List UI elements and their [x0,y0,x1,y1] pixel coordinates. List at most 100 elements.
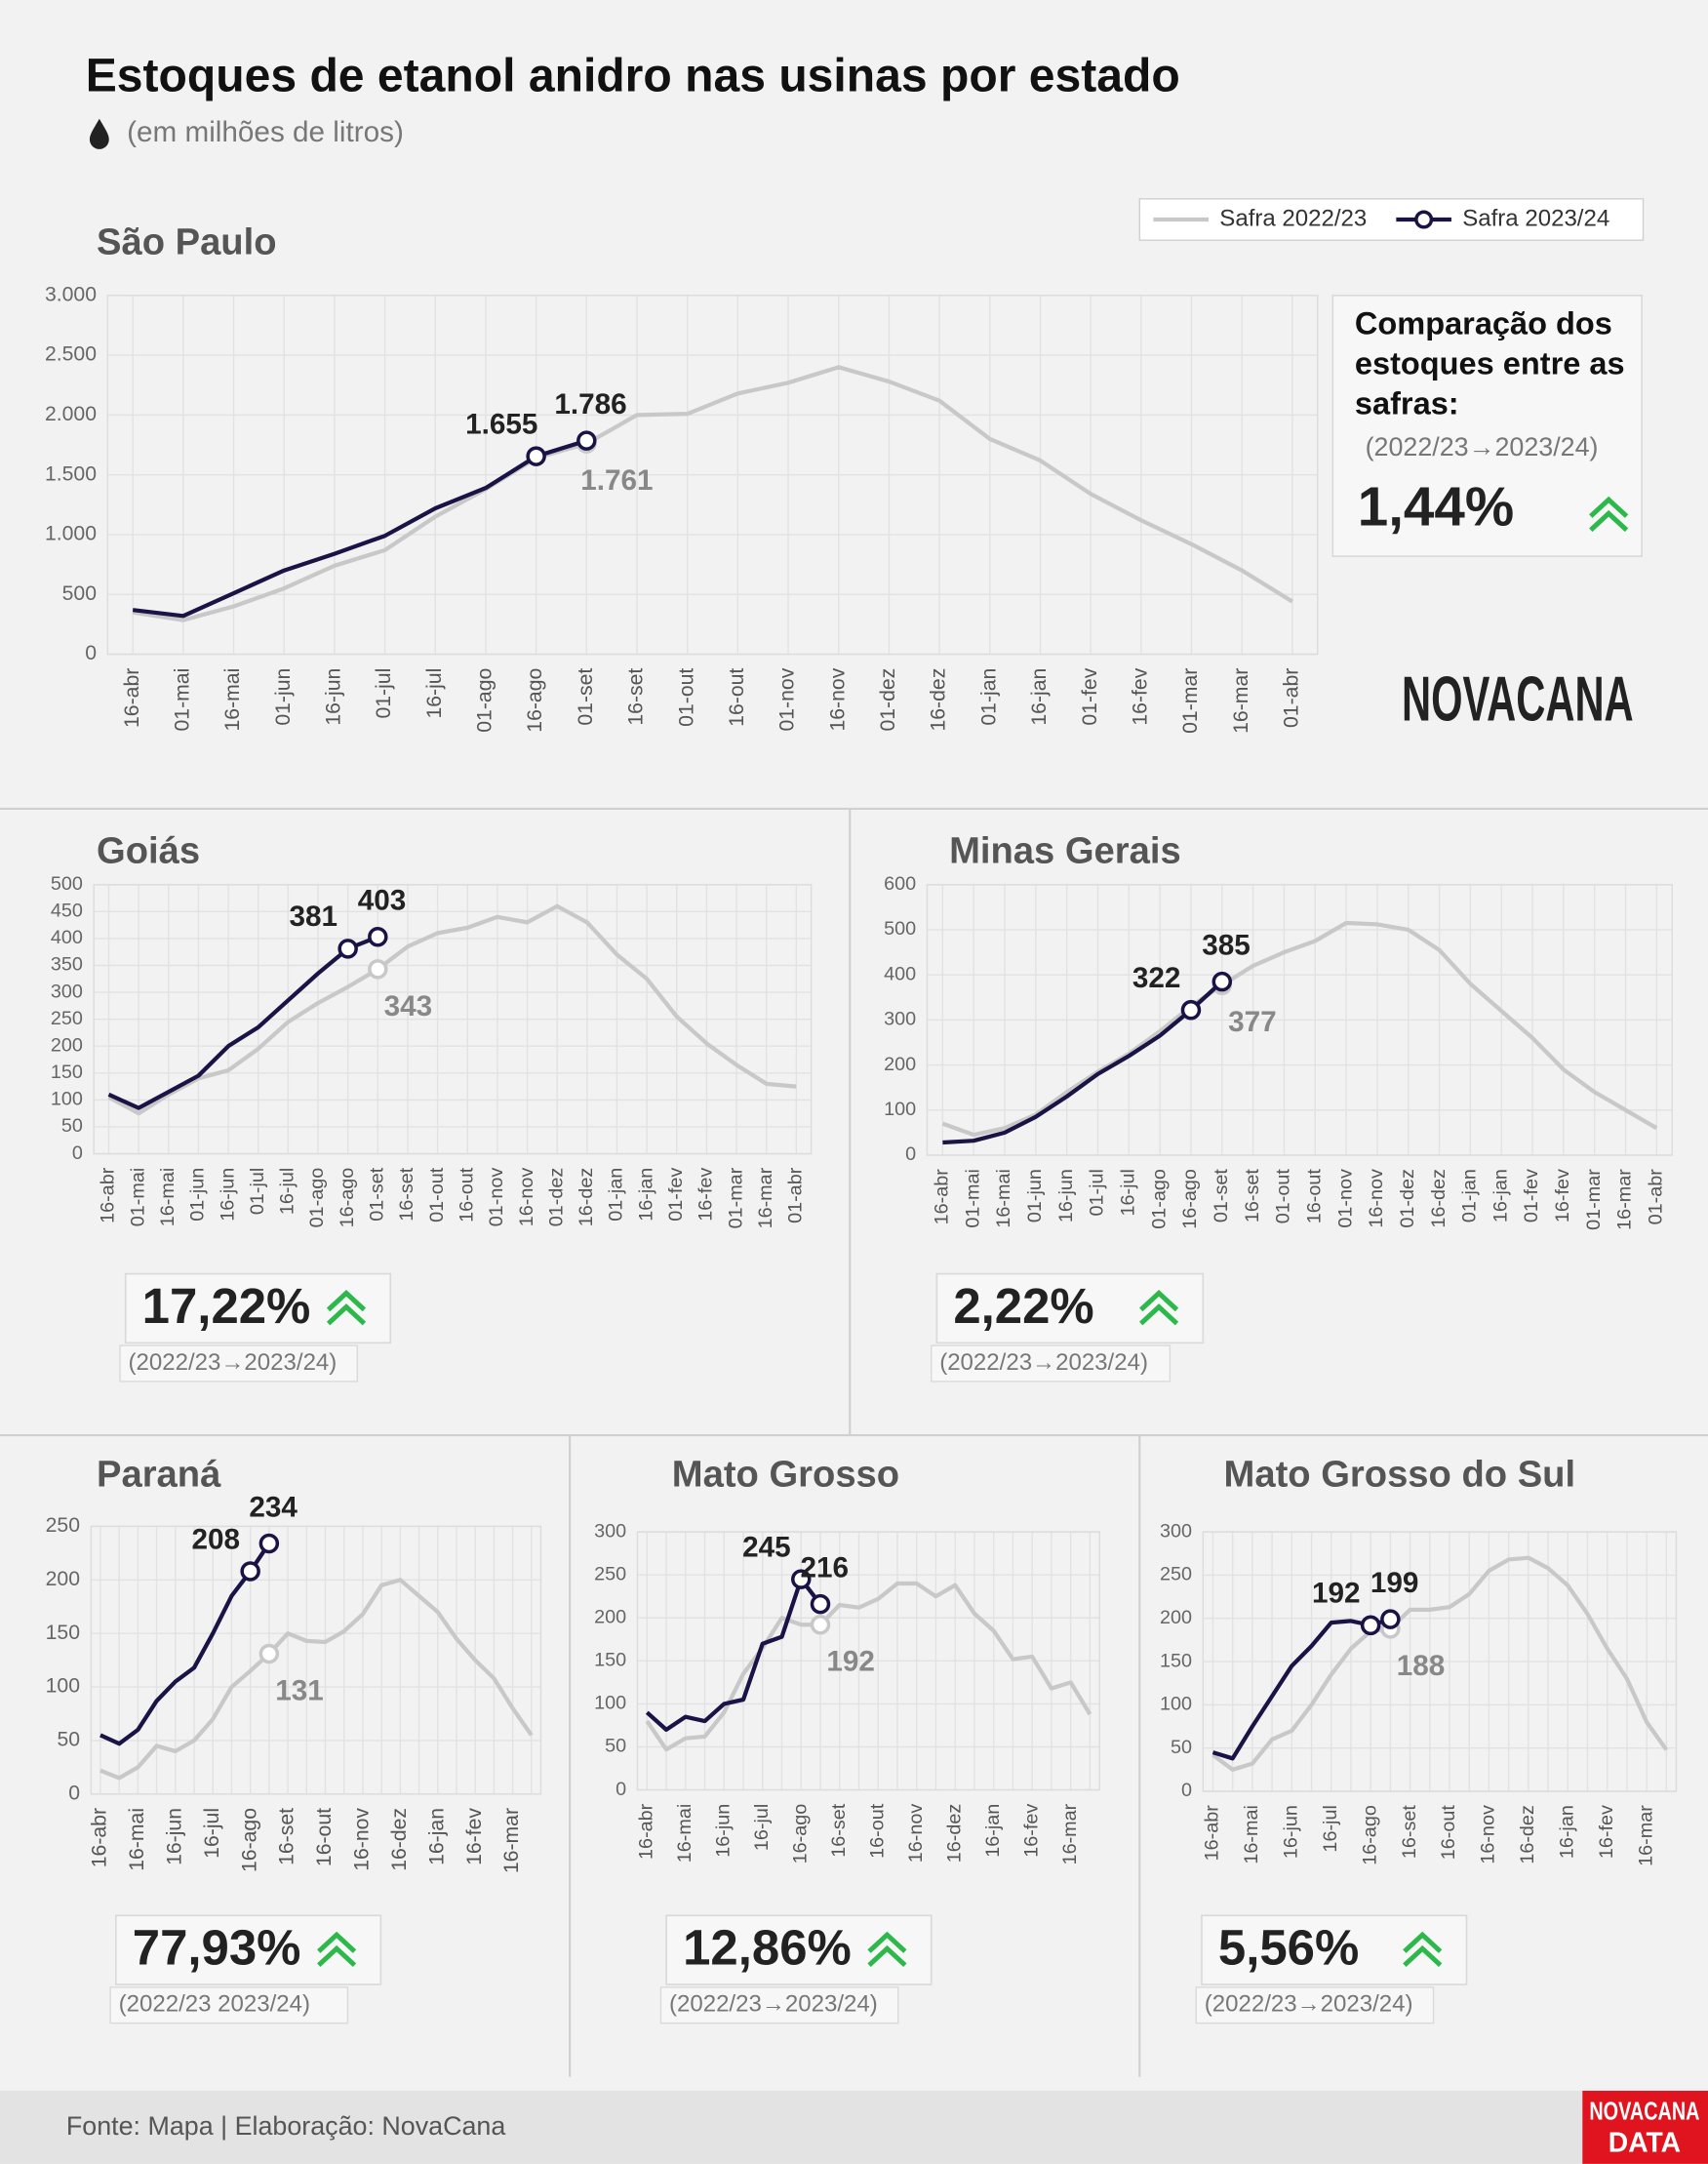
data-label: 192 [1312,1578,1361,1610]
y-tick-label: 150 [594,1650,626,1671]
x-tick-label: 01-jul [247,1168,268,1215]
logo: NOVACANA [1402,663,1634,735]
plot-frame [90,1525,542,1795]
y-tick-label: 50 [57,1729,80,1751]
comparison-period: (2022/23→2023/24) [1205,1991,1413,2018]
x-tick-label: 01-mai [127,1168,148,1227]
x-tick-label: 01-dez [1397,1169,1418,1228]
x-tick-label: 16-mar [1059,1803,1081,1864]
comparison-note-text: Comparação dos estoques entre as safras: [1354,304,1625,421]
y-tick-label: 150 [1160,1650,1192,1671]
chart-title: Paraná [97,1454,221,1496]
x-tick-label: 16-jan [1490,1169,1511,1222]
x-tick-label: 16-out [456,1167,477,1222]
x-tick-label: 16-jun [713,1804,735,1858]
y-tick-label: 3.000 [45,283,97,305]
y-tick-label: 500 [884,918,916,940]
x-tick-label: 01-jun [272,668,295,726]
legend-label: Safra 2022/23 [1219,205,1367,231]
data-label: 131 [275,1674,324,1706]
x-tick-label: 01-jun [187,1168,209,1222]
x-tick-label: 16-set [1399,1805,1420,1860]
y-tick-label: 400 [884,963,916,984]
point-marker [258,1643,280,1664]
x-tick-label: 16-jul [751,1804,773,1851]
y-tick-label: 0 [616,1779,626,1800]
legend-box [1138,198,1645,241]
y-tick-label: 350 [51,954,83,976]
x-tick-label: 16-dez [1517,1805,1538,1864]
chart-title: Mato Grosso [672,1454,899,1496]
plot-frame [926,884,1673,1156]
plot-frame [93,884,813,1155]
chart-title: Mato Grosso do Sul [1224,1454,1576,1496]
x-tick-label: 16-nov [826,667,849,731]
point-marker [790,1569,812,1589]
data-label: 385 [1202,930,1251,962]
series-line [942,980,1224,1145]
x-tick-label: 16-fev [1596,1805,1617,1859]
y-tick-label: 300 [884,1009,916,1030]
x-tick-label: 01-mar [1583,1169,1605,1230]
plot-frame [106,295,1319,656]
x-tick-label: 16-mar [1635,1805,1656,1866]
chart-title: Minas Gerais [949,829,1181,871]
x-tick-label: 16-mai [126,1808,148,1871]
up-arrow [317,1931,357,1953]
x-tick-label: 01-jan [606,1168,627,1222]
comparison-box [935,1272,1205,1344]
y-tick-label: 250 [51,1008,83,1029]
y-tick-label: 300 [51,981,83,1002]
series-line [645,1581,1092,1752]
series-line [132,438,587,619]
x-tick-label: 16-abr [1202,1805,1223,1862]
x-tick-label: 16-out [726,668,748,727]
source: Fonte: Mapa | Elaboração: NovaCana [66,2111,505,2141]
footer-logo: DATA [1609,2127,1681,2158]
x-tick-label: 16-ago [238,1808,260,1872]
point-marker [338,939,358,959]
series-line [99,1542,271,1746]
x-tick-label: 01-dez [545,1168,567,1227]
point-marker [240,1561,260,1582]
comparison-period: (2022/23→2023/24) [939,1349,1148,1376]
x-tick-label: 16-fev [695,1168,717,1222]
x-tick-label: 16-nov [351,1808,374,1871]
data-label: 377 [1228,1006,1277,1038]
up-arrow [867,1931,907,1953]
y-tick-label: 150 [46,1622,80,1644]
y-tick-label: 250 [1160,1564,1192,1585]
x-tick-label: 16-dez [1428,1169,1450,1228]
point-marker [1360,1615,1381,1636]
x-tick-label: 16-jul [1320,1805,1341,1852]
x-tick-label: 01-mar [725,1167,746,1228]
x-tick-label: 16-set [276,1808,298,1865]
x-tick-label: 01-out [426,1167,448,1222]
x-tick-label: 01-ago [474,668,497,733]
footer-bar [0,2090,1708,2164]
y-tick-label: 500 [62,582,97,605]
x-tick-label: 16-nov [905,1804,927,1863]
x-tick-label: 01-abr [1646,1169,1667,1225]
data-label: 1.655 [465,408,537,440]
legend-label: Safra 2023/24 [1462,205,1609,231]
x-tick-label: 16-jun [217,1168,238,1222]
y-tick-label: 0 [85,642,97,664]
point-marker [1180,999,1202,1021]
x-tick-label: 16-abr [932,1169,953,1225]
plot-frame [1202,1531,1678,1792]
x-tick-label: 16-jan [982,1804,1004,1858]
x-tick-label: 16-set [1242,1169,1263,1223]
x-tick-label: 16-ago [1179,1169,1201,1229]
x-tick-label: 16-fev [1020,1804,1042,1858]
x-tick-label: 16-ago [789,1804,811,1864]
series-line [99,1578,534,1781]
x-tick-label: 16-jul [277,1168,298,1215]
x-tick-label: 01-mar [1179,668,1202,734]
y-tick-label: 150 [51,1062,83,1083]
y-tick-label: 100 [884,1099,916,1120]
x-tick-label: 16-fev [1129,667,1151,725]
data-label: 192 [826,1646,875,1678]
